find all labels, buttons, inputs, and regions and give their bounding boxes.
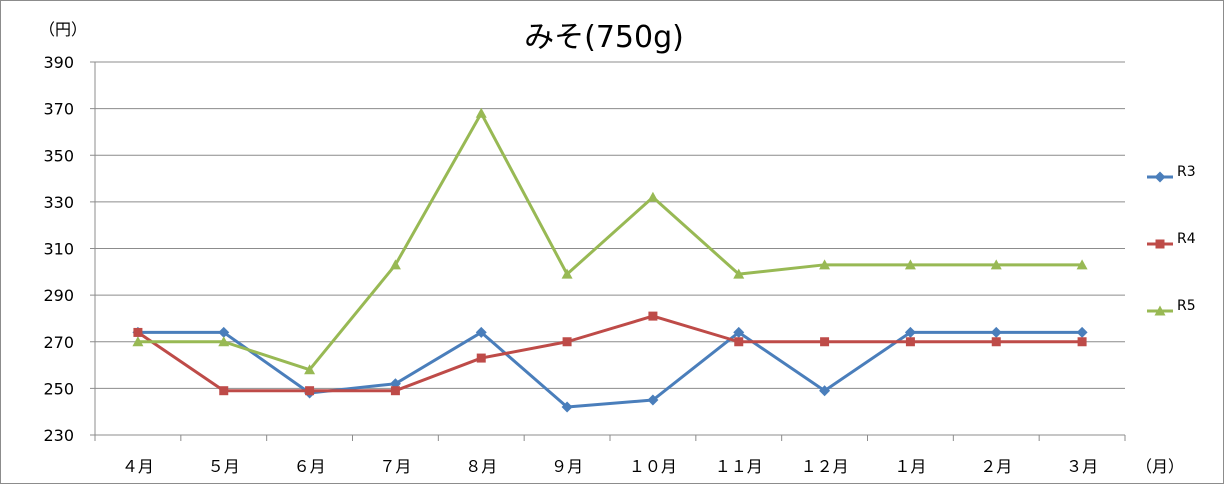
x-tick-label: ５月 — [208, 457, 240, 476]
series-R4 — [133, 311, 1087, 396]
x-tick-label: ９月 — [551, 457, 583, 476]
data-point-R3 — [819, 385, 831, 397]
data-point-R3 — [475, 326, 487, 338]
data-point-R3 — [990, 326, 1002, 338]
series-line-R5 — [137, 111, 1083, 372]
x-tick-label: ６月 — [294, 457, 326, 476]
data-point-R5 — [990, 259, 1002, 270]
y-tick-label: 290 — [43, 286, 74, 305]
legend-item-R4: R4 — [1147, 231, 1196, 249]
data-point-R3 — [904, 326, 916, 338]
data-point-R3 — [733, 326, 745, 338]
data-point-R5 — [733, 268, 745, 279]
legend-label: R3 — [1177, 164, 1196, 180]
x-tick-label: ３月 — [1066, 457, 1098, 476]
x-tick-label: ７月 — [379, 457, 411, 476]
data-point-R3 — [218, 326, 230, 338]
x-tick-label: １０月 — [629, 457, 677, 476]
legend-label: R5 — [1177, 298, 1196, 314]
y-tick-label: 330 — [43, 193, 74, 212]
data-point-R5 — [218, 336, 230, 347]
y-tick-label: 350 — [43, 146, 74, 165]
legend-swatch-marker — [1154, 171, 1166, 183]
y-tick-label: 230 — [43, 426, 74, 445]
data-point-R5 — [1076, 259, 1088, 270]
x-tick-label: １１月 — [715, 457, 763, 476]
gridlines — [95, 61, 1125, 436]
series-R3 — [132, 326, 1088, 413]
x-tick-label: １２月 — [801, 457, 849, 476]
chart-title: みそ(750g) — [524, 20, 684, 55]
data-point-R5 — [561, 268, 573, 279]
data-point-R5 — [904, 259, 916, 270]
data-point-R4 — [648, 311, 658, 321]
y-tick-label: 310 — [43, 240, 74, 259]
series-R5 — [132, 107, 1088, 375]
x-tick-label: ８月 — [465, 457, 497, 476]
data-point-R4 — [991, 337, 1001, 347]
series-group — [132, 107, 1088, 413]
x-tick-label: ２月 — [980, 457, 1012, 476]
x-axis-unit: （月） — [1136, 457, 1184, 476]
data-point-R4 — [734, 337, 744, 347]
x-tick-label: ４月 — [122, 457, 154, 476]
data-point-R4 — [562, 337, 572, 347]
data-point-R3 — [561, 401, 573, 413]
legend-label: R4 — [1177, 231, 1196, 247]
data-point-R5 — [132, 336, 144, 347]
legend-item-R5: R5 — [1147, 298, 1196, 316]
y-tick-label: 270 — [43, 333, 74, 352]
legend: R3 R4 R5 — [1147, 164, 1196, 316]
legend-swatch-marker — [1155, 239, 1165, 249]
y-tick-label: 370 — [43, 100, 74, 119]
data-point-R4 — [1077, 337, 1087, 347]
data-point-R5 — [475, 107, 487, 118]
data-point-R5 — [819, 259, 831, 270]
x-tick-label: １月 — [894, 457, 926, 476]
series-line-R3 — [137, 330, 1083, 409]
data-point-R4 — [219, 386, 229, 396]
legend-swatch-marker — [1154, 305, 1166, 316]
data-point-R4 — [820, 337, 830, 347]
legend-item-R3: R3 — [1147, 164, 1196, 183]
data-point-R5 — [647, 191, 659, 202]
data-point-R3 — [1076, 326, 1088, 338]
data-point-R5 — [304, 364, 316, 375]
y-axis-unit: （円） — [39, 20, 87, 39]
data-point-R4 — [390, 386, 400, 396]
data-point-R4 — [476, 353, 486, 363]
y-tick-label: 250 — [43, 379, 74, 398]
series-line-R4 — [137, 314, 1083, 393]
data-point-R3 — [647, 394, 659, 406]
data-point-R5 — [389, 259, 401, 270]
y-tick-label: 390 — [43, 53, 74, 72]
data-point-R4 — [133, 327, 143, 337]
data-point-R4 — [305, 386, 315, 396]
data-point-R4 — [905, 337, 915, 347]
axes: 230 250 270 290 310 330 350 370 390 ４月 ５月 ６月 ７月 ８月 ９月 １… — [43, 53, 1126, 476]
